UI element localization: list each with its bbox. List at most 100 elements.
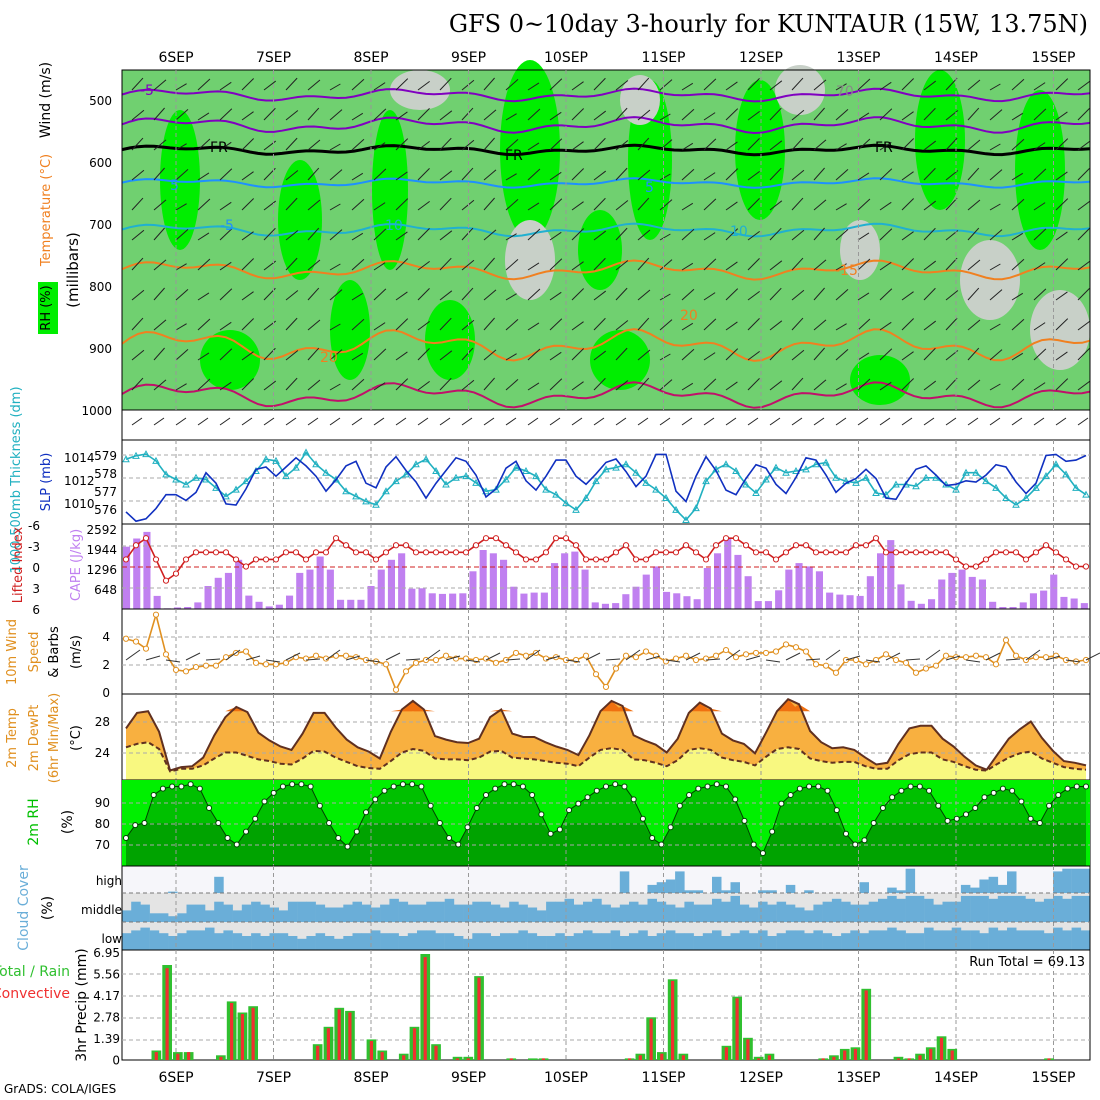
- wind-barb: [461, 379, 475, 391]
- wind-speed-line-point: [682, 652, 690, 659]
- rh2m-point: [1073, 783, 1080, 790]
- wind-barb: [527, 417, 539, 426]
- cloud-bar-low: [573, 933, 584, 950]
- thickness-line-point: [852, 478, 860, 486]
- wind-barb: [967, 379, 981, 391]
- contour-label: FR: [210, 140, 228, 156]
- wind-barb: [241, 111, 254, 121]
- wind-barb: [703, 258, 717, 271]
- wind-barb: [593, 197, 606, 211]
- cape-bar: [123, 546, 131, 609]
- cape-bar: [703, 568, 711, 609]
- precip-convective-bar: [832, 1056, 836, 1060]
- cloud-bar-low: [500, 933, 510, 950]
- cloud-bar-high: [665, 879, 676, 893]
- wind-barb: [989, 109, 1003, 121]
- wind-barb: [747, 138, 760, 151]
- wind-barb: [439, 257, 452, 271]
- cloud-bar-middle: [186, 904, 196, 922]
- cape-bar: [275, 604, 283, 609]
- wind-speed-line-point: [122, 635, 130, 642]
- rh2m-point: [658, 841, 665, 848]
- wind-barb: [791, 109, 805, 121]
- wind-barb: [901, 258, 914, 271]
- wind-barb: [197, 318, 211, 331]
- rh2m-point: [963, 811, 969, 818]
- cloud-bar-low: [1080, 930, 1091, 950]
- rh2m-point: [363, 809, 369, 816]
- cloud-bar-low: [887, 927, 897, 950]
- wind-barb: [681, 82, 694, 91]
- cloud-bar-middle: [241, 904, 252, 922]
- cloud-bar-high: [859, 882, 869, 893]
- cape-bar: [540, 592, 548, 609]
- wind-barb: [945, 137, 958, 151]
- precip-convective-bar: [423, 957, 427, 1060]
- cloud-bar-low: [656, 933, 667, 950]
- thickness-line-point: [472, 478, 480, 486]
- rh2m-point: [215, 820, 222, 826]
- wind-barb: [241, 171, 254, 181]
- wind-barb: [659, 319, 673, 331]
- precip-tick: 1.39: [93, 1032, 120, 1046]
- cape-bar: [612, 603, 620, 609]
- wind-barb: [813, 259, 827, 271]
- wind-barb: [307, 107, 320, 121]
- wind-speed-line-point: [262, 661, 270, 668]
- lifted-index-line-point: [212, 549, 220, 556]
- thickness-line-point: [552, 490, 560, 498]
- wind-barb: [461, 79, 475, 91]
- thickness-line-point: [402, 470, 410, 478]
- lifted-index-line-point: [362, 549, 370, 556]
- rh-high-area: [200, 330, 260, 390]
- cloud-bar-low: [306, 936, 316, 950]
- wind-barb: [439, 290, 453, 301]
- rh2m-point: [178, 783, 185, 790]
- lifted-index-line-point: [542, 549, 550, 556]
- wind-speed-line-point: [632, 654, 640, 661]
- cloud-bar-high: [693, 890, 704, 893]
- wind-barb: [241, 318, 254, 331]
- cape-axis-label: CAPE (J/kg): [69, 529, 84, 601]
- wind-barb: [857, 292, 870, 301]
- wind-speed-line-point: [752, 649, 760, 657]
- wind-barb: [329, 263, 341, 271]
- wind-barb: [857, 198, 871, 211]
- cloud-bar-low: [730, 933, 740, 950]
- cloud-bar-middle: [583, 901, 593, 922]
- wind-barb: [417, 108, 430, 121]
- rh2m-label-b: (%): [60, 810, 76, 834]
- wind-barb: [659, 139, 673, 151]
- wind-barb: [175, 289, 189, 301]
- wind-barb: [593, 350, 607, 361]
- cloud-bar-low: [205, 927, 215, 950]
- cloud-bar-middle: [1062, 898, 1072, 922]
- cape-bar: [500, 559, 508, 609]
- thickness-line-point: [512, 463, 520, 471]
- wind-barb: [967, 417, 979, 426]
- date-label-bottom: 12SEP: [739, 1070, 783, 1086]
- wind-barb: [131, 377, 144, 391]
- cloud-bar-middle: [933, 904, 943, 922]
- rh-high-area: [160, 110, 200, 250]
- wind-barb: [263, 200, 277, 211]
- cloud-bar-low: [785, 930, 796, 950]
- wind-barb: [527, 142, 540, 151]
- wind-barb: [219, 348, 233, 361]
- wind-barb: [549, 111, 562, 121]
- wind-barb: [219, 288, 233, 301]
- wind-barb: [879, 168, 893, 181]
- thickness-line-point: [622, 460, 630, 468]
- lifted-index-line-point: [762, 549, 770, 556]
- pressure-tick: 800: [89, 280, 112, 294]
- cloud-bar-low: [564, 936, 574, 950]
- wind-speed-line-point: [882, 651, 890, 658]
- wind-barb: [571, 108, 584, 121]
- cape-bar: [143, 531, 151, 609]
- rh2m-point: [510, 781, 517, 788]
- wind-barb: [329, 229, 343, 241]
- wind-speed-line-point: [302, 655, 310, 662]
- cloud-bar-low: [140, 927, 150, 950]
- lifted-index-line-point: [692, 549, 700, 556]
- lifted-index-line-point: [432, 549, 440, 556]
